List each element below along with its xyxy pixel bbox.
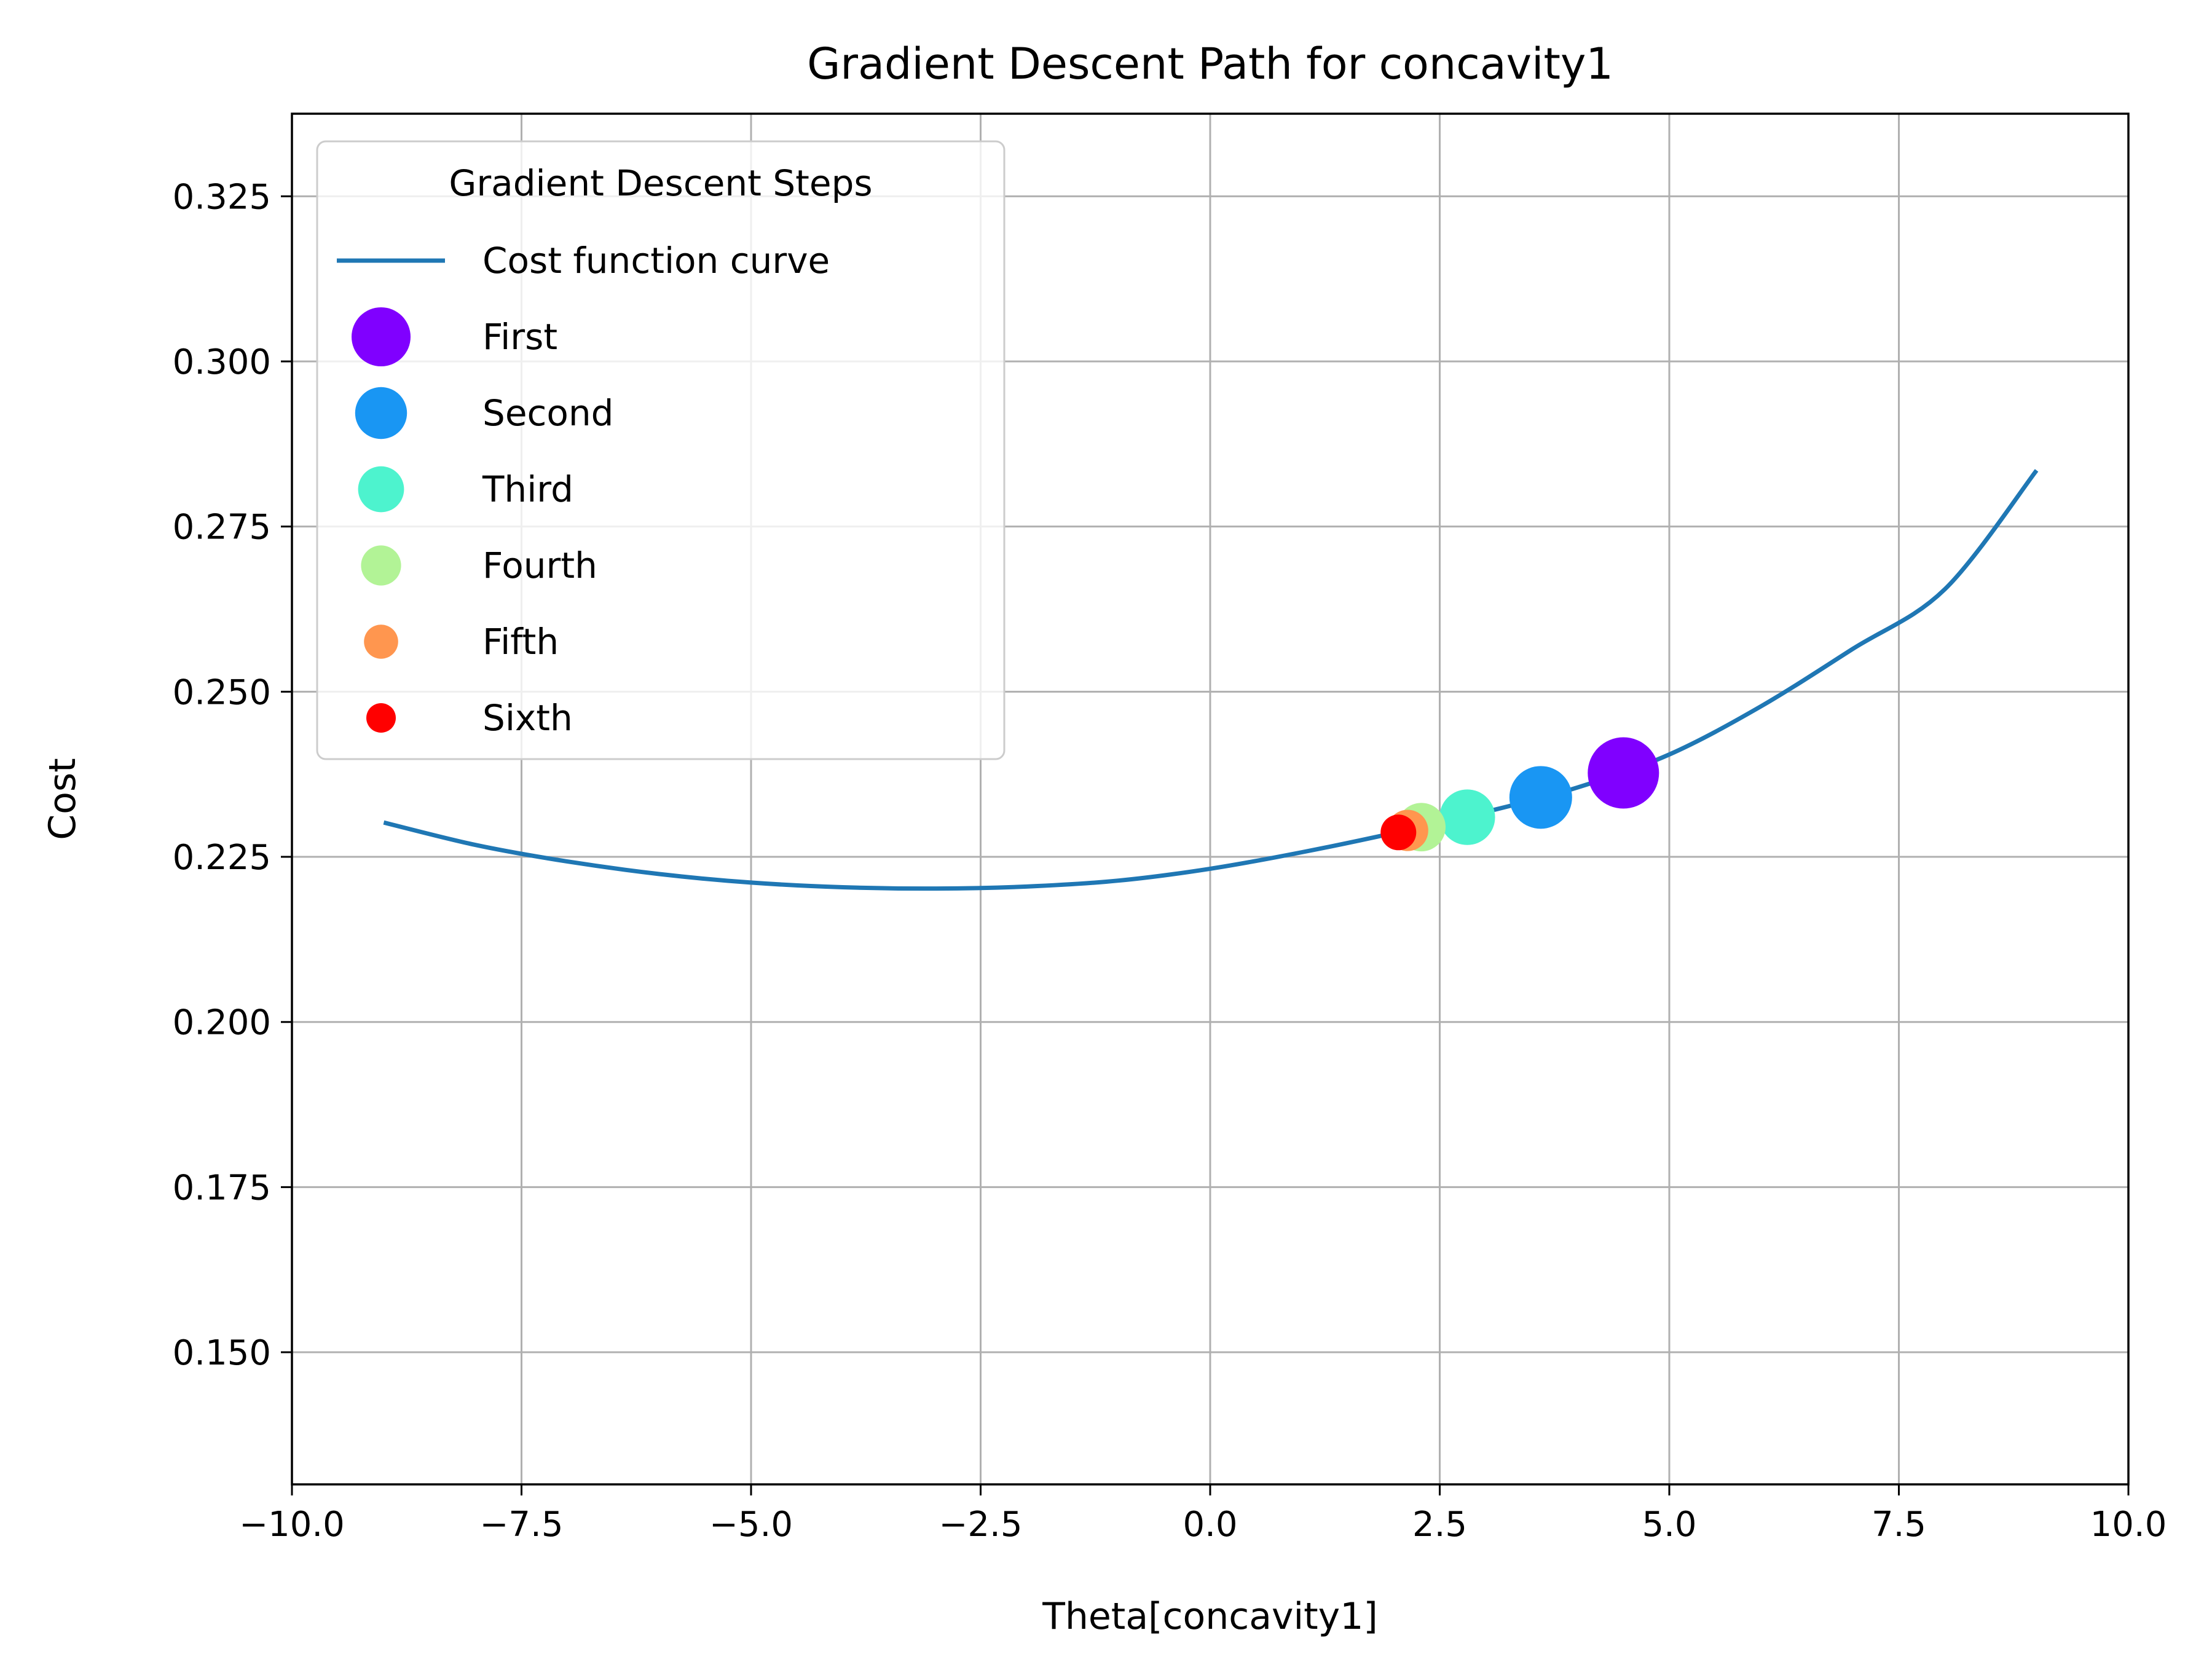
- step-point-second: [1509, 766, 1572, 829]
- legend-marker-sixth: [366, 703, 396, 733]
- x-tick-label: 0.0: [1183, 1505, 1237, 1545]
- step-point-third: [1439, 789, 1495, 845]
- legend-box: [316, 140, 1006, 760]
- curve-layer: [383, 469, 2039, 891]
- points-layer: [1380, 737, 1659, 852]
- legend-label-third: Third: [482, 468, 573, 510]
- x-tick-label: −7.5: [480, 1505, 564, 1545]
- y-tick-label: 0.275: [173, 508, 271, 548]
- legend-label-first: First: [482, 316, 557, 358]
- legend-marker-second: [355, 387, 407, 439]
- y-tick-label: 0.250: [173, 672, 271, 712]
- y-tick-label: 0.150: [173, 1333, 271, 1373]
- x-tick-label: 10.0: [2090, 1505, 2167, 1545]
- chart-title: Gradient Descent Path for concavity1: [807, 39, 1613, 89]
- y-tick-label: 0.175: [173, 1168, 271, 1208]
- x-tick-label: −2.5: [939, 1505, 1023, 1545]
- y-tick-label: 0.325: [173, 177, 271, 217]
- x-tick-label: 5.0: [1642, 1505, 1696, 1545]
- legend-marker-first: [352, 307, 411, 366]
- legend-title: Gradient Descent Steps: [449, 162, 872, 204]
- y-tick-label: 0.225: [173, 838, 271, 878]
- x-tick-label: 7.5: [1872, 1505, 1926, 1545]
- step-point-first: [1588, 737, 1659, 809]
- x-tick-label: 2.5: [1412, 1505, 1467, 1545]
- legend-entries: Cost function curve First Second Third Fourt…: [337, 240, 830, 739]
- legend-marker-third: [358, 466, 404, 513]
- ticks: −10.0 −7.5 −5.0 −2.5 0.0 2.5 5.0 7.5 10.0 0.150 0.…: [173, 177, 2167, 1545]
- step-point-sixth: [1380, 814, 1417, 851]
- y-axis-label: Cost: [41, 758, 84, 840]
- legend-label-sixth: Sixth: [482, 697, 573, 739]
- y-tick-label: 0.200: [173, 1003, 271, 1043]
- legend-label-second: Second: [482, 392, 613, 434]
- cost-function-curve: [383, 469, 2039, 891]
- legend-marker-fifth: [364, 624, 398, 659]
- x-tick-label: −5.0: [709, 1505, 793, 1545]
- legend-marker-fourth: [361, 545, 401, 586]
- legend: Gradient Descent Steps Cost function cur…: [316, 140, 1006, 760]
- legend-label-curve: Cost function curve: [482, 240, 830, 282]
- legend-label-fourth: Fourth: [482, 545, 597, 586]
- legend-label-fifth: Fifth: [482, 621, 559, 663]
- x-axis-label: Theta[concavity1]: [1042, 1595, 1378, 1638]
- y-tick-label: 0.300: [173, 342, 271, 382]
- x-tick-label: −10.0: [239, 1505, 345, 1545]
